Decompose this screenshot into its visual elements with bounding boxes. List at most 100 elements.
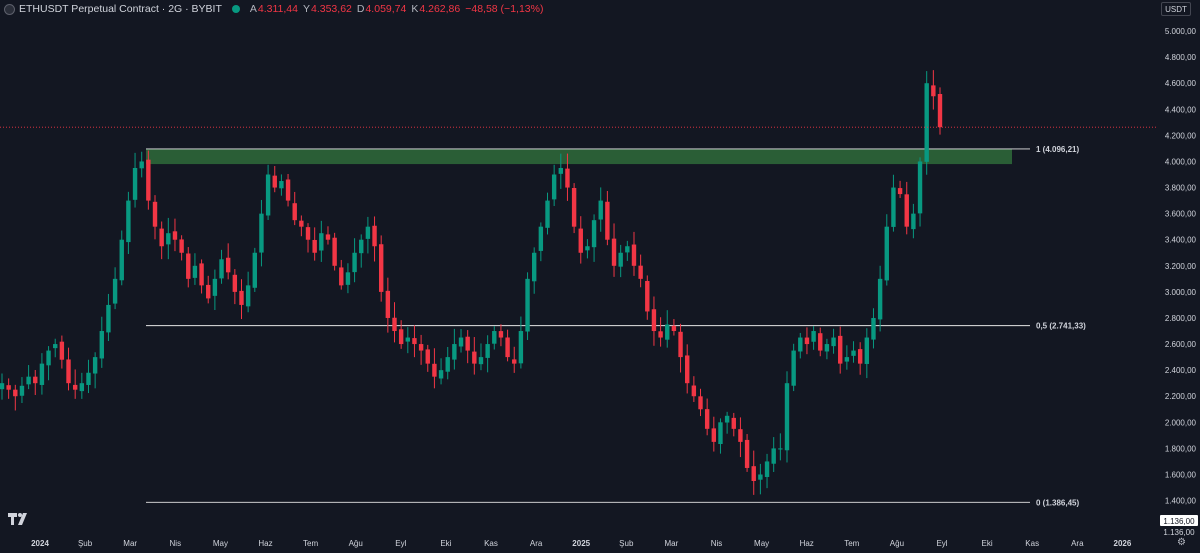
candle-body (937, 94, 943, 128)
candle-body (352, 252, 357, 273)
candle-body (259, 213, 264, 253)
candle-body (811, 331, 816, 342)
symbol-header: ETHUSDT Perpetual Contract · 2G · BYBIT … (4, 0, 548, 18)
price-axis-bg (1158, 0, 1200, 553)
candle-body (498, 331, 504, 338)
bottom-price-tag (1160, 515, 1198, 526)
candle-body (92, 357, 98, 374)
tradingview-logo-icon[interactable] (8, 512, 30, 530)
candle-body (558, 167, 564, 174)
symbol-title[interactable]: ETHUSDT Perpetual Contract · 2G · BYBIT (19, 3, 222, 15)
candle-body (79, 383, 85, 392)
x-tick-label: Şub (619, 539, 634, 548)
y-tick-label: 2.400,00 (1165, 366, 1197, 375)
candle-body (678, 331, 683, 358)
x-tick-label: Eyl (936, 539, 947, 548)
candle-body (106, 304, 111, 333)
candle-body (179, 239, 184, 253)
y-tick-label: 1.800,00 (1165, 444, 1197, 453)
x-tick-label: Ağu (349, 539, 363, 548)
candle-body (372, 225, 377, 247)
y-tick-label: 4.400,00 (1165, 105, 1197, 114)
candle-body (931, 85, 936, 97)
candle-body (911, 213, 916, 230)
candle-body (166, 233, 171, 245)
resistance-zone-rect (146, 148, 1012, 165)
candle-body (472, 351, 477, 364)
candle-body (764, 461, 770, 477)
candle-body (718, 422, 723, 445)
candle-body (658, 331, 663, 338)
candle-body (292, 203, 297, 221)
candle-body (239, 290, 244, 305)
candle-body (245, 285, 251, 307)
candle-body (917, 161, 923, 214)
candle-body (46, 350, 51, 366)
candle-body (704, 409, 710, 429)
candle-body (119, 239, 124, 281)
candle-body (731, 417, 736, 429)
candle-body (458, 337, 464, 347)
x-tick-label: Nis (711, 539, 723, 548)
candle-body (405, 337, 411, 342)
candle-body (432, 363, 437, 377)
candle-body (72, 384, 78, 390)
candle-body (33, 376, 38, 384)
candle-body (445, 357, 450, 372)
candle-body (711, 428, 717, 442)
y-tick-label: 4.200,00 (1165, 131, 1197, 140)
candle-body (225, 257, 231, 273)
candle-body (525, 278, 530, 332)
y-tick-label: 3.400,00 (1165, 236, 1197, 245)
y-tick-label: 1.400,00 (1165, 497, 1197, 506)
y-tick-label: 4.800,00 (1165, 53, 1197, 62)
bottom-price-label: 1.136,00 (1163, 517, 1195, 526)
candle-body (19, 385, 25, 396)
candle-body (685, 355, 690, 384)
candle-body (398, 329, 404, 345)
x-tick-label: Eki (440, 539, 451, 548)
candle-body (319, 233, 324, 251)
candle-body (551, 174, 557, 200)
time-axis[interactable]: 2024 Şub Mar Nis May Haz Tem Ağu Eyl Eki Kas Ara 202… (31, 539, 1132, 548)
candle-body (691, 385, 697, 397)
candle-body (838, 335, 843, 364)
x-tick-label: Eki (982, 539, 993, 548)
candle-body (359, 239, 364, 254)
candle-body (265, 174, 271, 216)
candle-body (877, 278, 883, 320)
candle-body (844, 357, 850, 362)
currency-unit-button[interactable]: USDT (1161, 2, 1191, 16)
candle-body (172, 231, 178, 240)
fib-level-label: 0,5 (2.741,33) (1036, 322, 1086, 331)
x-tick-label: Mar (665, 539, 679, 548)
y-tick-label: 2.000,00 (1165, 418, 1197, 427)
candle-body (159, 228, 164, 247)
x-tick-label: 2026 (1114, 539, 1132, 548)
candle-body (771, 448, 776, 464)
candle-body (545, 200, 550, 228)
x-tick-label: Tem (303, 539, 318, 548)
candle-body (392, 317, 397, 332)
candle-body (778, 448, 783, 450)
settings-icon[interactable]: ⚙ (1177, 537, 1186, 548)
candle-body (897, 188, 903, 195)
candle-body (99, 331, 104, 359)
candle-body (851, 350, 856, 356)
candle-body (492, 331, 497, 344)
x-tick-label: Kas (484, 539, 498, 548)
fib-level-label: 1 (4.096,21) (1036, 145, 1079, 154)
high-value: 4.353,62 (311, 3, 352, 15)
candle-body (112, 278, 118, 304)
price-axis[interactable]: 5.000,00 4.800,00 4.600,00 4.400,00 4.200,00… (1158, 0, 1200, 553)
candle-body (758, 474, 763, 480)
x-tick-label: Mar (123, 539, 137, 548)
y-tick-label: 4.600,00 (1165, 79, 1197, 88)
candle-body (305, 227, 311, 240)
candle-body (571, 188, 577, 227)
candle-body (152, 201, 158, 227)
candle-body (279, 181, 284, 189)
x-tick-label: Tem (844, 539, 859, 548)
